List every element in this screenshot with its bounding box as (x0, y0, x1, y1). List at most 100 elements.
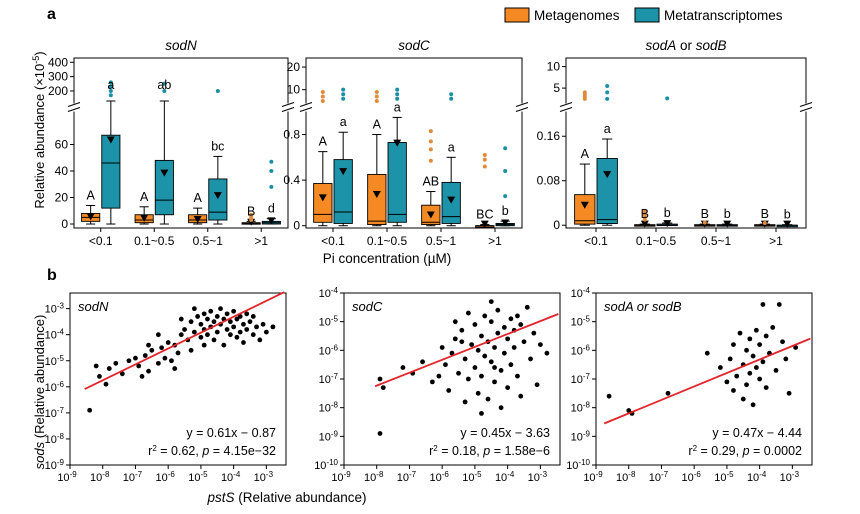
y-tick-label: 10-10 (566, 458, 590, 473)
panel-b-xlabel: pstS (Relative abundance) (206, 490, 366, 505)
scatter-point (508, 362, 514, 368)
scatter-point (250, 314, 256, 319)
box-outlier (665, 96, 670, 101)
box-outlier (108, 80, 113, 85)
scatter-point (159, 345, 165, 351)
scatter-point (87, 407, 93, 413)
scatter-point (241, 321, 246, 327)
scatter-point (221, 342, 227, 348)
box-outlier (605, 90, 610, 95)
axis-break-mark (281, 102, 295, 112)
scatter-point (531, 330, 537, 336)
box-panel-title: sodC (398, 38, 430, 53)
box-outlier (482, 157, 487, 162)
box-panel-3: sodA or sodB 0 0.08 0.16 5 10 <0.1 Aa 0.1~0.5 B b 0… (537, 38, 813, 248)
scatter-point (776, 302, 782, 307)
scatter-point (482, 353, 488, 359)
scatter-point (429, 379, 435, 385)
scatter-point (260, 321, 266, 327)
y-tick-label: 10-7 (45, 405, 65, 420)
y-tick-label: 10-4 (319, 286, 339, 301)
scatter-point (505, 336, 511, 342)
scatter-point (724, 379, 730, 385)
scatter-point (479, 373, 484, 379)
scatter-point (465, 310, 471, 316)
significance-letter: a (340, 115, 347, 129)
scatter-point (606, 393, 612, 399)
y-tick-label: 10-5 (571, 314, 591, 329)
scatter-point (452, 319, 458, 325)
scatter-point (727, 356, 733, 362)
scatter-point (237, 329, 243, 335)
scatter-point (142, 353, 148, 358)
scatter-point (119, 371, 125, 377)
x-tick-label: 0.1~0.5 (134, 234, 175, 248)
scatter-point (515, 373, 520, 379)
scatter-point (244, 327, 250, 332)
scatter-point (377, 376, 383, 382)
box-outlier (374, 99, 379, 103)
y-tick-label: 300 (48, 70, 68, 84)
regression-stats: r2 = 0.29, p = 0.0002 (688, 444, 802, 459)
scatter-point (753, 327, 759, 333)
scatter-point (485, 396, 491, 402)
box-outlier (341, 96, 346, 101)
regression-line (374, 313, 559, 388)
box-mean-marker (318, 194, 327, 202)
box-outlier (428, 158, 433, 163)
scatter-point (211, 319, 217, 325)
scatter-point (257, 337, 263, 343)
regression-line (603, 337, 811, 425)
scatter-point (182, 327, 187, 332)
scatter-point (475, 347, 481, 353)
scatter-point (770, 325, 776, 330)
significance-letter: b (724, 207, 731, 221)
box-body (596, 158, 618, 225)
box-outlier (395, 87, 400, 92)
scatter-point (136, 363, 142, 369)
box-outlier (582, 90, 587, 95)
axis-break-mask (800, 103, 812, 112)
y-tick-label: 0.4 (283, 173, 300, 187)
x-tick-label: 0.1~0.5 (367, 234, 408, 248)
x-tick-label: 10-5 (188, 470, 208, 485)
x-tick-label: 10-9 (331, 470, 351, 485)
y-tick-label: 20 (287, 60, 301, 74)
box-mean-marker (86, 213, 95, 221)
y-tick-label: 10-6 (571, 343, 591, 358)
scatter-point (195, 314, 201, 319)
axis-break-mark (67, 102, 81, 112)
x-tick-label: 10-8 (616, 470, 636, 485)
x-tick-label: 10-9 (57, 470, 77, 485)
axis-break-mask (300, 103, 312, 112)
significance-letter: A (193, 191, 202, 205)
scatter-point (475, 390, 481, 396)
box-outlier (108, 93, 113, 98)
significance-letter: a (107, 78, 114, 92)
scatter-point (763, 333, 769, 339)
scatter-point (175, 350, 181, 356)
y-tick-label: 10-7 (571, 372, 591, 387)
significance-letter: a (394, 100, 401, 114)
x-tick-label: 10-7 (397, 470, 417, 485)
significance-letter: A (581, 147, 590, 161)
scatter-point (208, 308, 214, 314)
scatter-point (515, 313, 520, 319)
regression-stats: r2 = 0.18, p = 1.58e−6 (429, 444, 550, 459)
y-tick-label: 400 (48, 55, 68, 69)
x-tick-label: >1 (254, 234, 268, 248)
box-outlier (503, 146, 508, 151)
y-tick-label: 20 (55, 191, 69, 205)
y-tick-label: 0 (553, 218, 560, 232)
y-tick-label: 10-4 (571, 286, 591, 301)
box-panel-frame (565, 57, 807, 229)
y-tick-label: 5 (553, 81, 560, 95)
x-tick-label: 0.5~1 (193, 234, 224, 248)
regression-stats: r2 = 0.62, p = 4.15e−32 (148, 444, 276, 459)
box-body (313, 183, 333, 223)
scatter-point (501, 350, 507, 356)
box-mean-marker (640, 220, 649, 228)
y-tick-label: 10-7 (319, 372, 339, 387)
scatter-point (488, 359, 494, 365)
